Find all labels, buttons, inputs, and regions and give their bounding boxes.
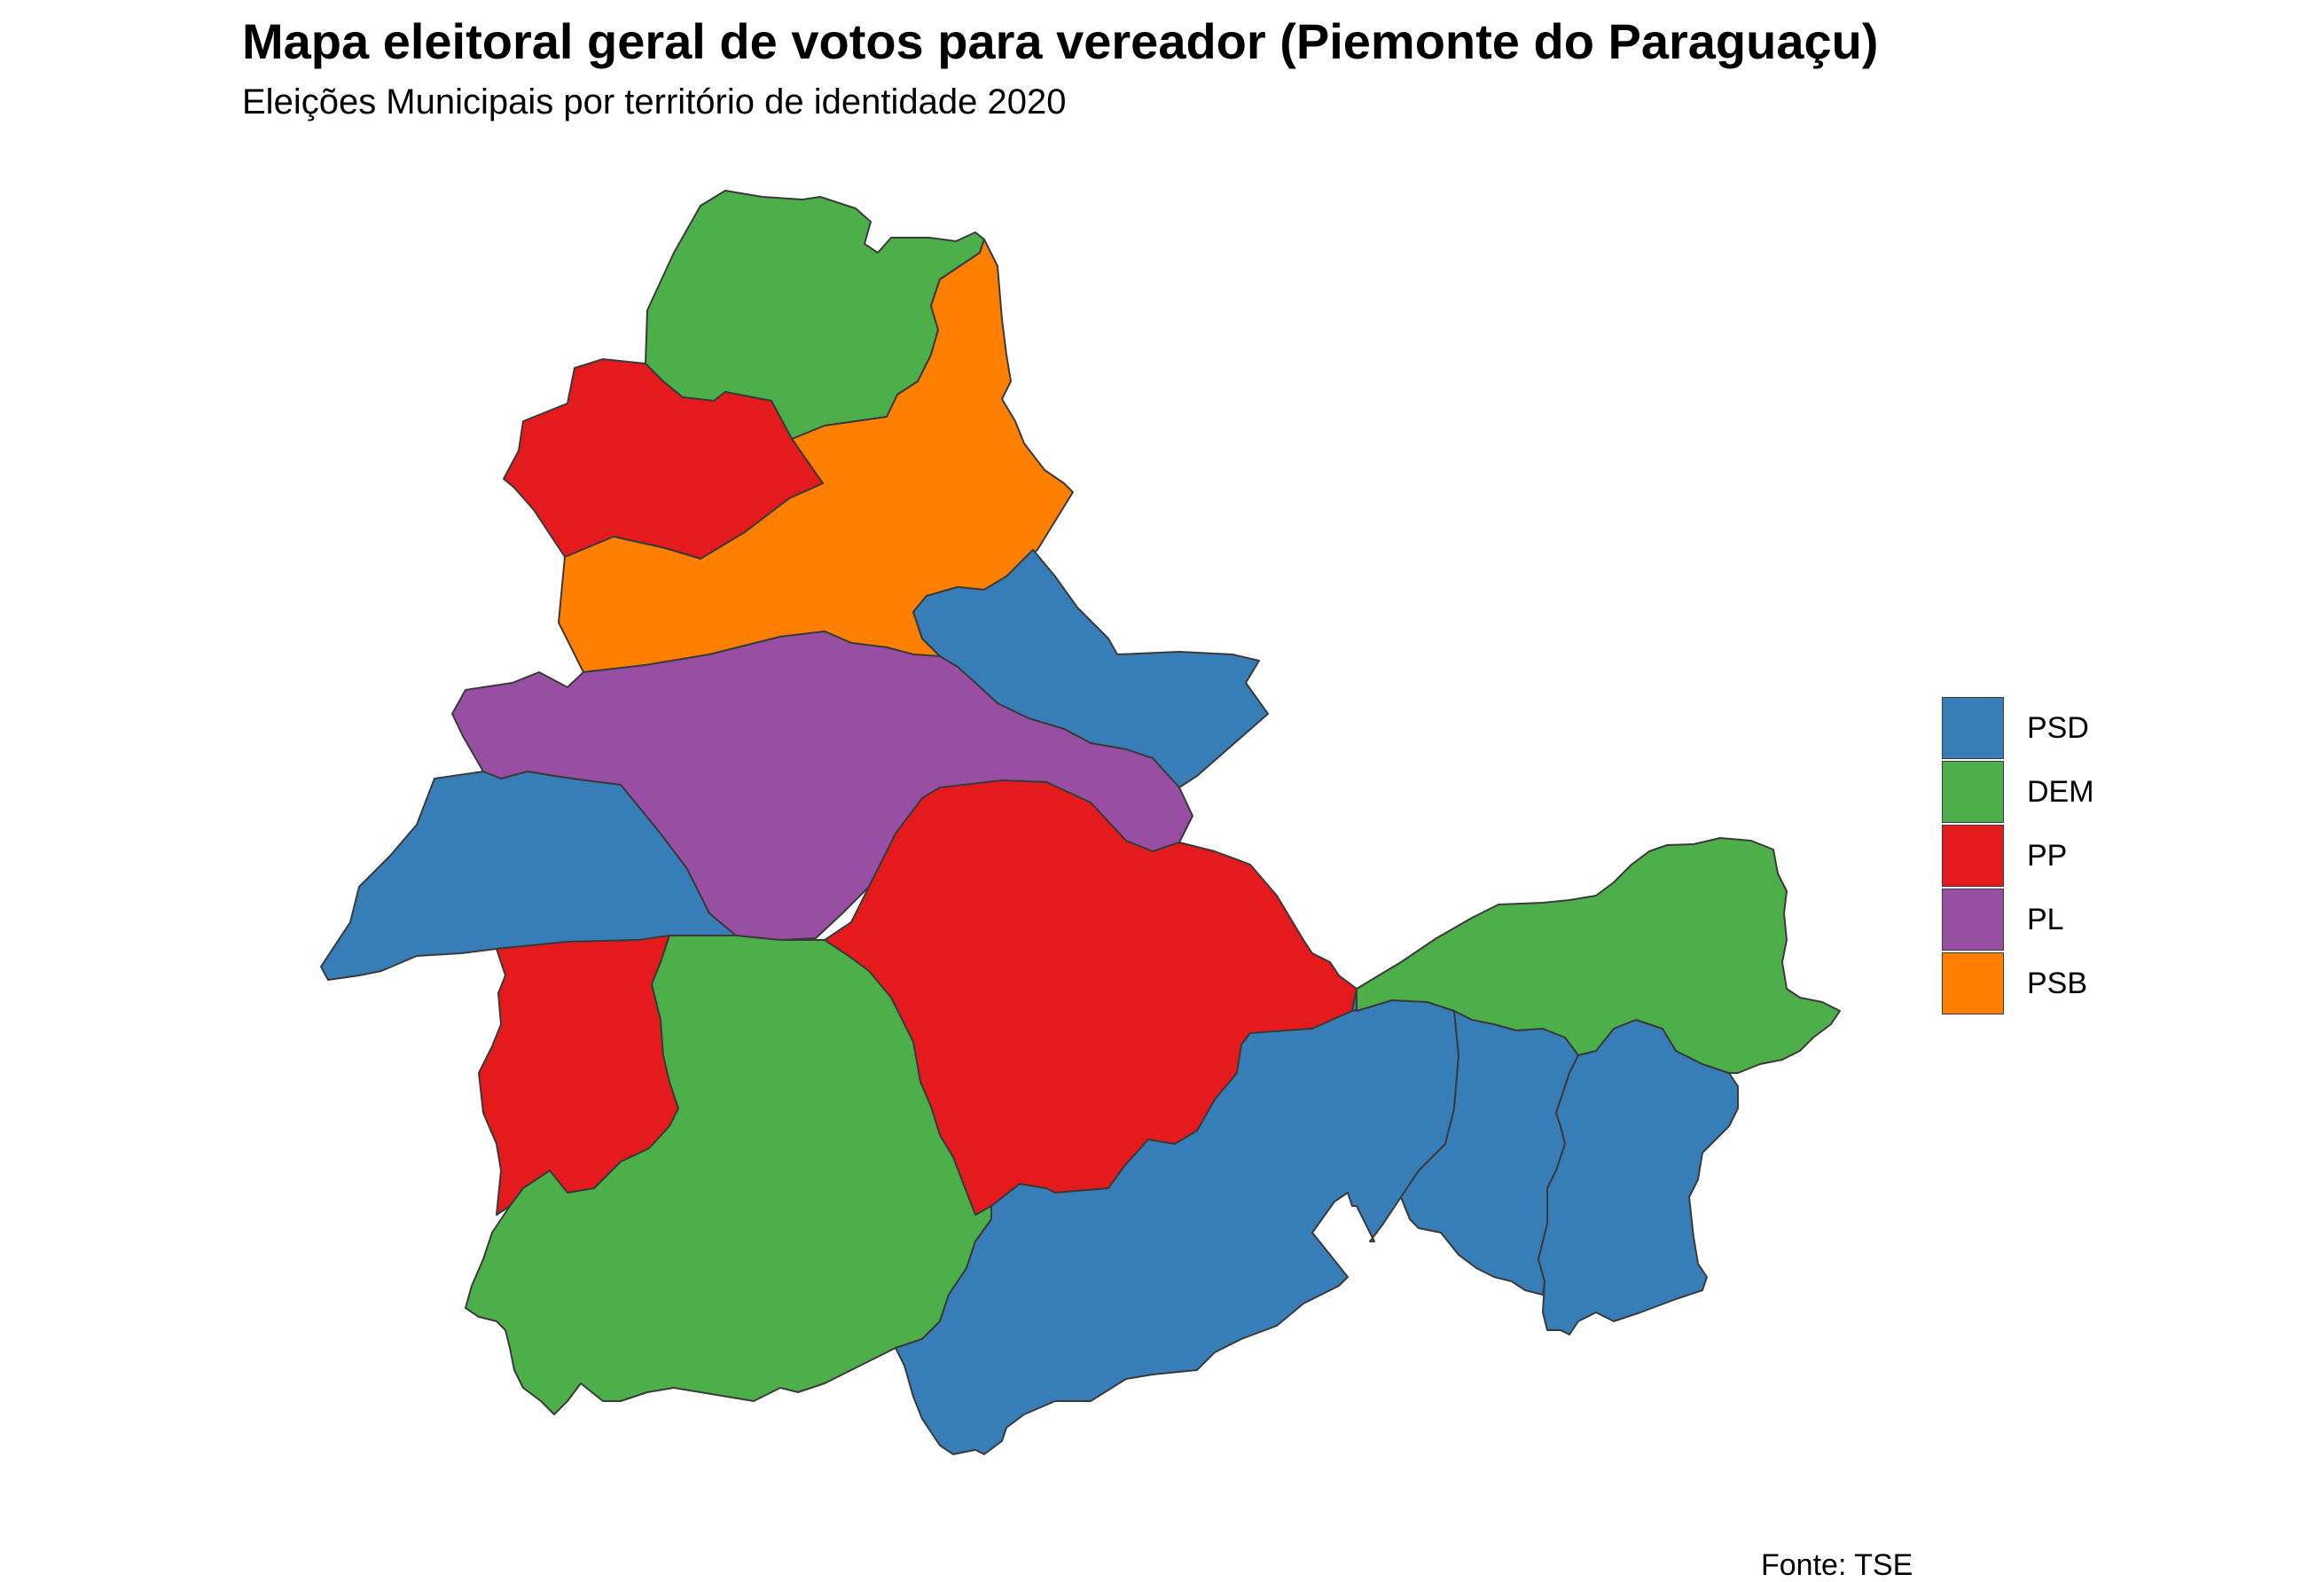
legend-swatch: [1942, 697, 2004, 759]
legend-swatch: [1942, 761, 2004, 823]
map-title: Mapa eleitoral geral de votos para verea…: [242, 13, 1879, 69]
legend: PSD DEM PP PL PSB: [1942, 697, 2172, 1016]
legend-swatch: [1942, 825, 2004, 887]
legend-label: PSD: [2027, 711, 2089, 745]
legend-label: PSB: [2027, 967, 2088, 1000]
region-municipality: [465, 935, 992, 1415]
legend-swatch: [1942, 952, 2004, 1014]
legend-item: PP: [1942, 825, 2172, 889]
legend-swatch: [1942, 889, 2004, 951]
map-subtitle: Eleições Municipais por território de id…: [242, 82, 1067, 121]
region-municipality: [503, 358, 824, 560]
legend-item: PL: [1942, 889, 2172, 952]
legend-label: DEM: [2027, 775, 2094, 809]
source-caption: Fonte: TSE: [1761, 1548, 1913, 1582]
legend-item: DEM: [1942, 761, 2172, 825]
region-municipality: [1356, 837, 1841, 1074]
legend-item: PSD: [1942, 697, 2172, 761]
legend-label: PL: [2027, 903, 2064, 936]
legend-label: PP: [2027, 839, 2068, 873]
legend-item: PSB: [1942, 952, 2172, 1016]
region-municipality: [895, 983, 1459, 1455]
